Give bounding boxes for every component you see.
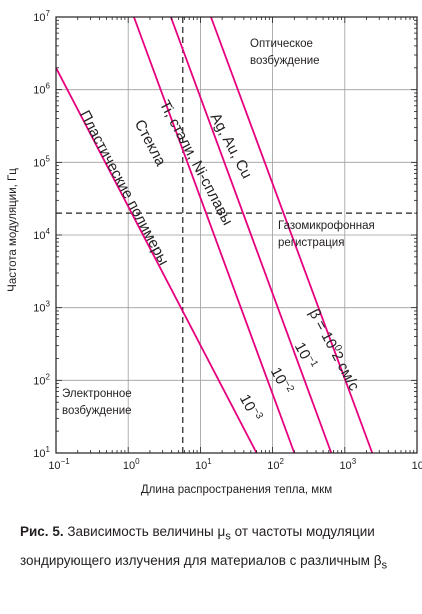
annotation-2-line-1: возбуждение — [62, 405, 132, 417]
series-line-0 — [55, 67, 258, 454]
series-line-3 — [210, 16, 374, 454]
figure-label: Рис. 5. — [20, 524, 64, 539]
x-tick-label: 10−1 — [48, 457, 70, 472]
material-label-3: Ag, Au, Cu — [207, 110, 256, 181]
x-tick-label: 100 — [123, 457, 140, 472]
y-tick-label: 103 — [33, 300, 50, 315]
ticks — [55, 17, 417, 454]
x-axis-title: Длина распространения тепла, мкм — [141, 484, 332, 496]
annotation-2-line-0: Электронное — [62, 388, 132, 400]
caption-text-2: от частоты модуляции зондирующего излуче… — [20, 524, 382, 568]
series-lines — [55, 16, 374, 454]
caption-text-1: Зависимость величины μ — [67, 524, 226, 539]
series-line-2 — [170, 16, 333, 454]
y-tick-label: 107 — [33, 9, 50, 24]
annotation-0-line-1: возбуждение — [250, 55, 320, 67]
reference-lines — [56, 17, 417, 453]
beta-label-1: 10−2 — [267, 364, 296, 398]
caption-sub-1: s — [225, 530, 231, 543]
beta-label-0: 10−3 — [236, 391, 265, 425]
annotation-1-line-0: Газомикрофонная — [278, 220, 375, 232]
y-tick-label: 102 — [33, 372, 50, 387]
y-tick-label: 105 — [33, 154, 50, 169]
annotation-1-line-1: регистрация — [278, 237, 344, 249]
material-label-0: Пластические полимеры — [76, 108, 172, 269]
material-label-1: Стекла — [131, 117, 170, 169]
x-tick-label: 104 — [412, 457, 422, 472]
x-tick-label: 103 — [339, 457, 356, 472]
annotation-0-line-0: Оптическое — [250, 38, 313, 50]
y-tick-label: 101 — [33, 445, 50, 460]
y-axis-title: Частота модуляции, Гц — [7, 168, 19, 292]
chart: 10−1 100 101 102 103 104 101 102 103 104 105 106 107… — [7, 9, 422, 496]
labels: 10−1 100 101 102 103 104 101 102 103 104 105 106 107… — [7, 9, 422, 496]
beta-label-2: 10−1 — [291, 339, 320, 373]
y-tick-label: 104 — [33, 227, 50, 242]
figure-caption: Рис. 5. Зависимость величины μs от часто… — [20, 520, 415, 577]
x-tick-label: 102 — [267, 457, 284, 472]
beta-label-3: β = 1002 см/с — [305, 306, 363, 394]
y-tick-label: 106 — [33, 82, 50, 97]
x-tick-label: 101 — [195, 457, 212, 472]
series-line-1 — [133, 16, 296, 454]
caption-sub-2: s — [381, 559, 388, 572]
